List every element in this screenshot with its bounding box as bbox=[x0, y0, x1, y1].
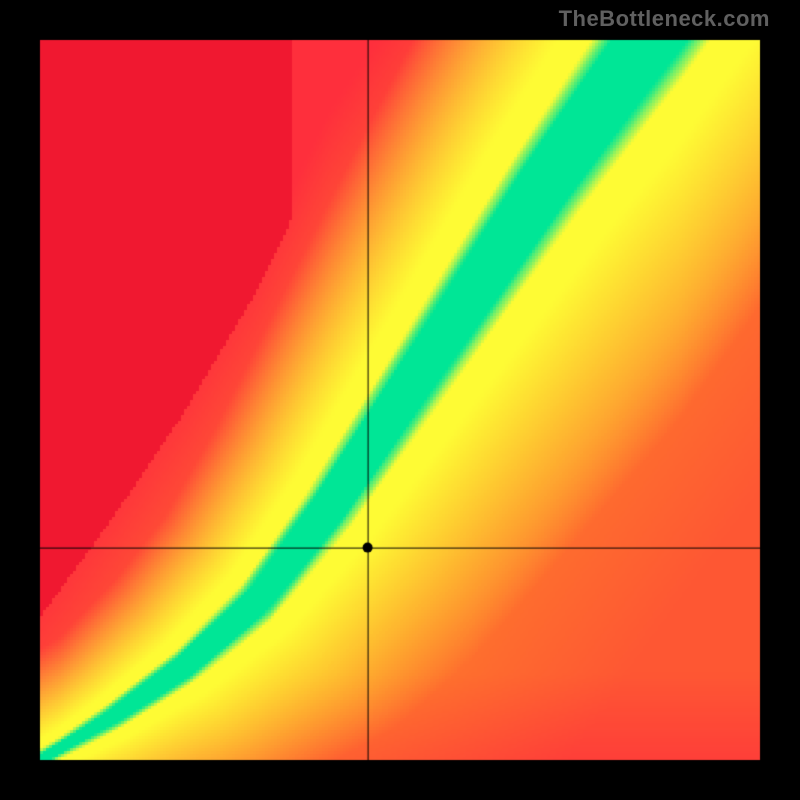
watermark-text: TheBottleneck.com bbox=[559, 6, 770, 32]
chart-container: TheBottleneck.com bbox=[0, 0, 800, 800]
bottleneck-heatmap bbox=[0, 0, 800, 800]
